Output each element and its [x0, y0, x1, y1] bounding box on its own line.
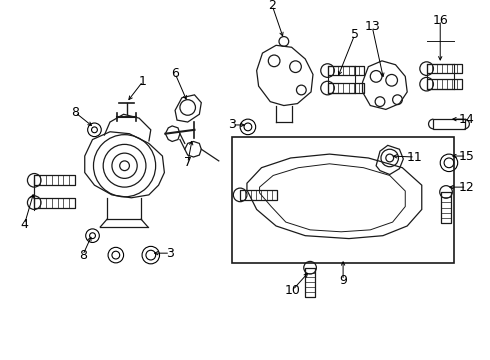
Text: 3: 3 [228, 118, 236, 131]
Text: 5: 5 [351, 28, 359, 41]
Text: 13: 13 [365, 21, 380, 33]
Bar [305, 268, 315, 297]
Text: 2: 2 [268, 0, 276, 12]
Text: 10: 10 [285, 284, 300, 297]
Text: 14: 14 [459, 113, 474, 126]
Bar [232, 136, 454, 263]
Text: 4: 4 [21, 217, 28, 230]
Text: 7: 7 [184, 156, 192, 169]
Bar [434, 119, 465, 129]
Text: 6: 6 [171, 67, 179, 80]
Text: 12: 12 [459, 181, 474, 194]
Text: 8: 8 [71, 106, 79, 119]
Text: 8: 8 [79, 249, 87, 262]
Text: 9: 9 [339, 274, 347, 287]
Text: 11: 11 [407, 150, 423, 163]
Text: 1: 1 [139, 75, 147, 88]
Text: 16: 16 [432, 14, 448, 27]
Bar [441, 192, 451, 223]
Text: 3: 3 [166, 247, 174, 260]
Text: 15: 15 [459, 149, 474, 162]
